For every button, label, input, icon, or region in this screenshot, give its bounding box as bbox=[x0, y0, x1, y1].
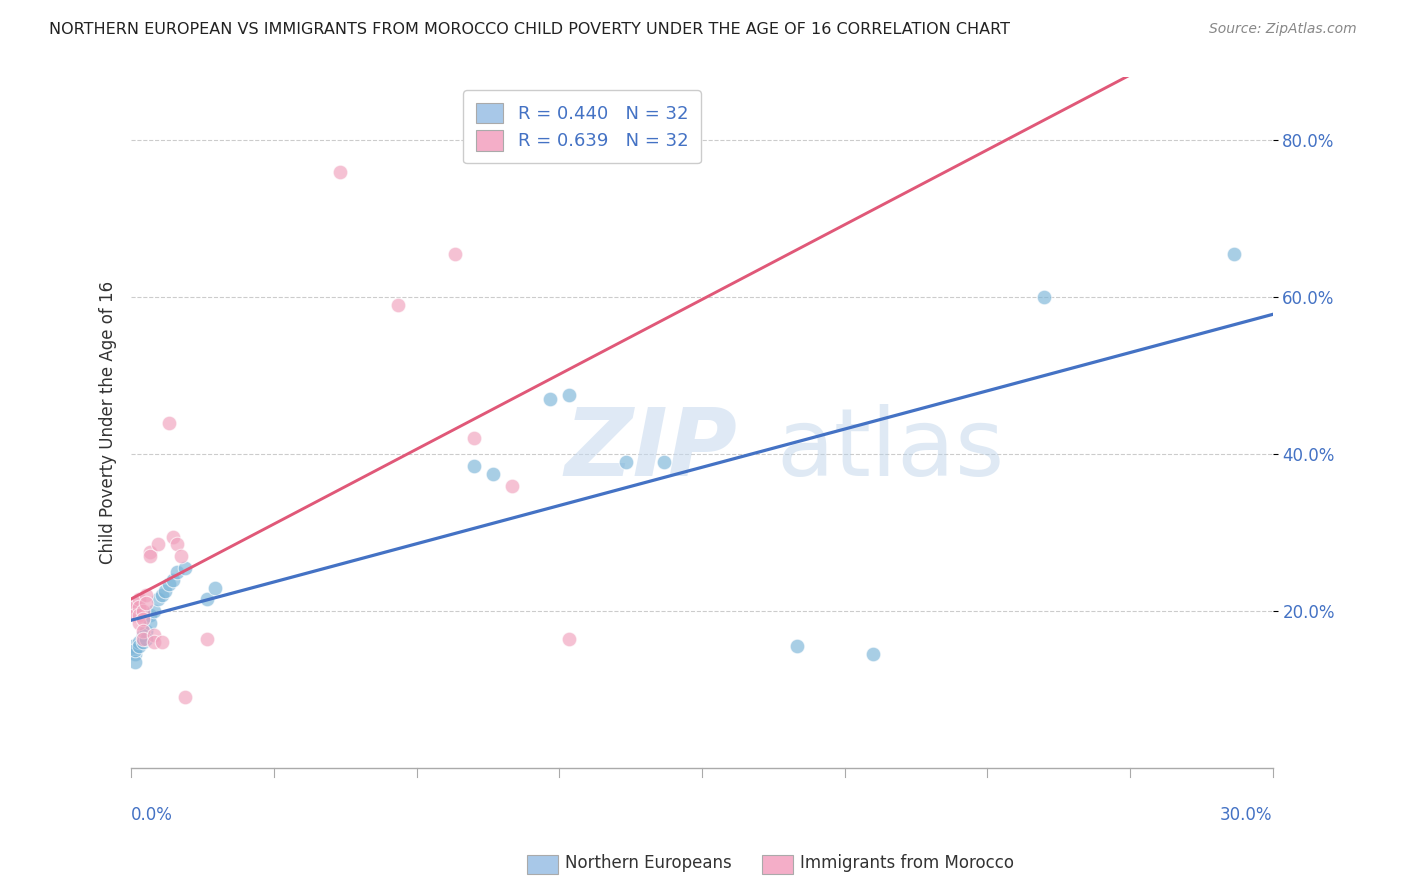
Point bbox=[150, 588, 173, 602]
Point bbox=[128, 615, 150, 630]
Text: 0.0%: 0.0% bbox=[131, 805, 173, 823]
Point bbox=[128, 640, 150, 654]
Point bbox=[652, 455, 675, 469]
Point bbox=[128, 607, 150, 622]
Point bbox=[463, 432, 485, 446]
Point bbox=[162, 529, 184, 543]
Point bbox=[122, 640, 145, 654]
Text: ZIP: ZIP bbox=[565, 404, 738, 496]
Point bbox=[139, 607, 162, 622]
Point bbox=[135, 588, 157, 602]
Point bbox=[558, 632, 581, 646]
Point bbox=[131, 627, 153, 641]
Point bbox=[131, 624, 153, 638]
Text: Source: ZipAtlas.com: Source: ZipAtlas.com bbox=[1209, 22, 1357, 37]
Point bbox=[166, 565, 188, 579]
Point bbox=[195, 632, 218, 646]
Point bbox=[329, 164, 352, 178]
Point bbox=[387, 298, 409, 312]
Point bbox=[131, 635, 153, 649]
Point bbox=[501, 478, 523, 492]
Point bbox=[131, 604, 153, 618]
Point bbox=[170, 549, 193, 563]
Point bbox=[128, 635, 150, 649]
Point bbox=[558, 388, 581, 402]
Text: Northern Europeans: Northern Europeans bbox=[565, 855, 733, 872]
Point bbox=[135, 624, 157, 638]
Point bbox=[139, 545, 162, 559]
Point bbox=[1033, 290, 1056, 304]
Point bbox=[786, 640, 808, 654]
Point bbox=[131, 632, 153, 646]
Point bbox=[124, 607, 146, 622]
Point bbox=[155, 584, 177, 599]
Text: atlas: atlas bbox=[776, 404, 1004, 496]
Point bbox=[1223, 247, 1246, 261]
Point bbox=[195, 592, 218, 607]
Legend: R = 0.440   N = 32, R = 0.639   N = 32: R = 0.440 N = 32, R = 0.639 N = 32 bbox=[464, 90, 700, 163]
Y-axis label: Child Poverty Under the Age of 16: Child Poverty Under the Age of 16 bbox=[100, 281, 117, 565]
Point bbox=[143, 635, 166, 649]
Point bbox=[162, 573, 184, 587]
Point bbox=[463, 458, 485, 473]
Point bbox=[122, 604, 145, 618]
Point bbox=[124, 600, 146, 615]
Point bbox=[135, 596, 157, 610]
Text: 30.0%: 30.0% bbox=[1220, 805, 1272, 823]
Point bbox=[139, 615, 162, 630]
Point bbox=[173, 690, 195, 705]
Point bbox=[124, 647, 146, 661]
Point bbox=[443, 247, 465, 261]
Point bbox=[124, 655, 146, 669]
Point bbox=[173, 561, 195, 575]
Text: NORTHERN EUROPEAN VS IMMIGRANTS FROM MOROCCO CHILD POVERTY UNDER THE AGE OF 16 C: NORTHERN EUROPEAN VS IMMIGRANTS FROM MOR… bbox=[49, 22, 1010, 37]
Point bbox=[128, 600, 150, 615]
Point bbox=[538, 392, 561, 407]
Point bbox=[166, 537, 188, 551]
Point bbox=[481, 467, 503, 481]
Point bbox=[146, 592, 169, 607]
Point bbox=[150, 635, 173, 649]
Point bbox=[124, 643, 146, 657]
Point bbox=[135, 632, 157, 646]
Point bbox=[157, 576, 180, 591]
Point bbox=[862, 647, 884, 661]
Text: Immigrants from Morocco: Immigrants from Morocco bbox=[800, 855, 1014, 872]
Point bbox=[146, 537, 169, 551]
Point bbox=[614, 455, 637, 469]
Point bbox=[124, 596, 146, 610]
Point bbox=[131, 612, 153, 626]
Point bbox=[204, 581, 226, 595]
Point bbox=[139, 549, 162, 563]
Point bbox=[157, 416, 180, 430]
Point bbox=[143, 604, 166, 618]
Point bbox=[128, 592, 150, 607]
Point bbox=[143, 627, 166, 641]
